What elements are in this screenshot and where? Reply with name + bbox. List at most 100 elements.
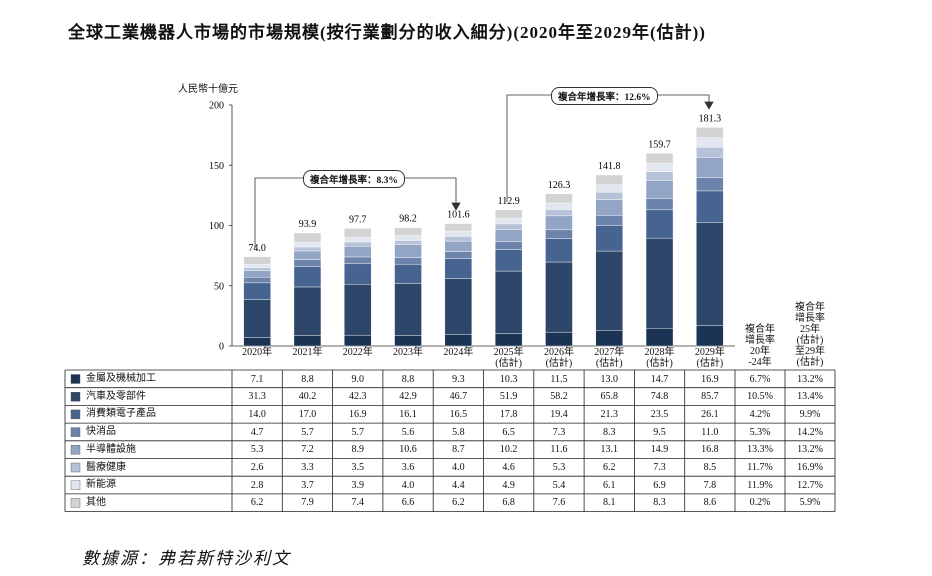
column-header: 複合年 增長率 20年 -24年 xyxy=(745,324,775,368)
table-cell: 8.8 xyxy=(401,373,415,385)
table-cell: 51.9 xyxy=(499,391,518,403)
bar-segment xyxy=(394,283,422,336)
legend-label: 醫療健康 xyxy=(86,461,126,473)
table-cell: 65.8 xyxy=(600,391,619,403)
bar-segment xyxy=(444,278,473,335)
bar-segment xyxy=(645,328,674,347)
total-label: 98.2 xyxy=(399,214,417,225)
bar-segment xyxy=(696,325,724,347)
legend-label: 金屬及機械加工 xyxy=(86,373,156,384)
source: 數據源：弗若斯特沙利文 xyxy=(82,549,291,568)
x-tick-label: 2022年 xyxy=(342,347,373,358)
table-cell: 5.3 xyxy=(250,444,264,456)
table-cell: 4.4 xyxy=(452,479,465,491)
total-label: 97.7 xyxy=(349,214,367,225)
bar-segment xyxy=(494,333,523,347)
table-cell: 3.6 xyxy=(401,462,415,473)
table-cell: 5.4 xyxy=(552,479,566,491)
bar-segment xyxy=(645,153,674,164)
annotation: 複合年增長率：8.3% xyxy=(303,170,405,188)
bar-segment xyxy=(394,244,422,258)
table-cell: 5.9% xyxy=(799,497,821,509)
bar-segment xyxy=(645,163,674,172)
table-cell: 6.6 xyxy=(401,497,415,509)
table-cell: 6.8 xyxy=(502,497,515,509)
total-label: 141.8 xyxy=(598,161,621,172)
table-cell: 5.3 xyxy=(552,462,566,473)
table-cell: 5.3% xyxy=(749,426,771,438)
table-cell: 16.9 xyxy=(701,373,719,385)
bar-segment xyxy=(344,283,372,336)
bar-segment xyxy=(344,228,372,238)
bar-segment xyxy=(545,193,573,204)
bar-segment xyxy=(243,299,271,338)
bar-segment xyxy=(293,250,322,260)
table-cell: 6.2 xyxy=(603,462,616,473)
table-cell: 5.7 xyxy=(351,426,365,438)
legend-swatch xyxy=(70,498,81,508)
bar-segment xyxy=(645,237,674,329)
total-label: 159.7 xyxy=(648,140,671,151)
table-cell: 8.8 xyxy=(301,373,314,385)
bar-segment xyxy=(344,263,372,285)
table-cell: 7.3 xyxy=(552,426,566,438)
bar-segment xyxy=(696,137,724,148)
legend-swatch xyxy=(70,462,81,473)
y-tick-label: 0 xyxy=(219,342,224,353)
legend-swatch xyxy=(70,409,81,420)
legend-label: 新能源 xyxy=(86,479,116,491)
bar-segment xyxy=(444,251,473,259)
table-cell: 16.5 xyxy=(449,408,468,420)
table-cell: 5.6 xyxy=(401,426,415,438)
bar-segment xyxy=(293,266,322,288)
bar-segment xyxy=(243,264,271,268)
table-cell: 31.3 xyxy=(248,391,266,403)
bar-segment xyxy=(293,232,322,243)
table-cell: 7.6 xyxy=(552,497,566,509)
bar-segment xyxy=(595,250,623,331)
legend-label: 消費類電子產品 xyxy=(86,408,156,420)
table-cell: 11.7% xyxy=(747,462,773,473)
y-tick-label: 50 xyxy=(214,281,224,292)
bar-segment xyxy=(444,334,473,347)
table-cell: 10.6 xyxy=(399,444,417,456)
bar-segment xyxy=(444,230,473,237)
x-tick-label: 2026年 (估計) xyxy=(543,347,574,369)
table-cell: 21.3 xyxy=(600,408,619,420)
table-cell: 9.9% xyxy=(799,408,821,420)
table-cell: 6.5 xyxy=(502,426,515,438)
total-label: 181.3 xyxy=(699,114,722,125)
table-cell: 6.1 xyxy=(603,479,616,491)
bar-segment xyxy=(494,241,523,250)
table-cell: 7.1 xyxy=(250,373,264,385)
y-tick-label: 100 xyxy=(209,221,224,232)
x-tick-label: 2027年 (估計) xyxy=(594,347,625,369)
table-cell: 14.0 xyxy=(248,408,266,420)
table-cell: 3.3 xyxy=(301,462,314,473)
bar-segment xyxy=(696,127,724,138)
table-cell: 74.8 xyxy=(650,391,669,403)
table-cell: 13.2% xyxy=(797,444,823,456)
legend-swatch xyxy=(70,480,81,490)
column-header: 複合年 增長率 25年 (估計) 至29年 (估計) xyxy=(795,302,825,368)
table-cell: 16.1 xyxy=(399,408,417,420)
bar-segment xyxy=(394,264,422,284)
bar-segment xyxy=(545,202,573,210)
annotation: 複合年增長率：12.6% xyxy=(551,87,658,105)
table-cell: 4.9 xyxy=(502,479,515,491)
bar-segment xyxy=(595,225,623,252)
bar-segment xyxy=(494,249,523,272)
bar-segment xyxy=(545,229,573,239)
bar-segment xyxy=(293,286,322,336)
total-label: 74.0 xyxy=(248,243,266,254)
table-cell: 42.3 xyxy=(349,391,367,403)
table-cell: 4.6 xyxy=(502,462,515,473)
table-cell: 7.8 xyxy=(703,479,717,491)
bar-segment xyxy=(243,337,271,347)
bar-segment xyxy=(243,267,271,272)
table-cell: 16.9 xyxy=(349,408,367,420)
bar-segment xyxy=(494,223,523,230)
table-cell: 0.2% xyxy=(749,497,771,509)
table-cell: 14.2% xyxy=(797,426,823,438)
